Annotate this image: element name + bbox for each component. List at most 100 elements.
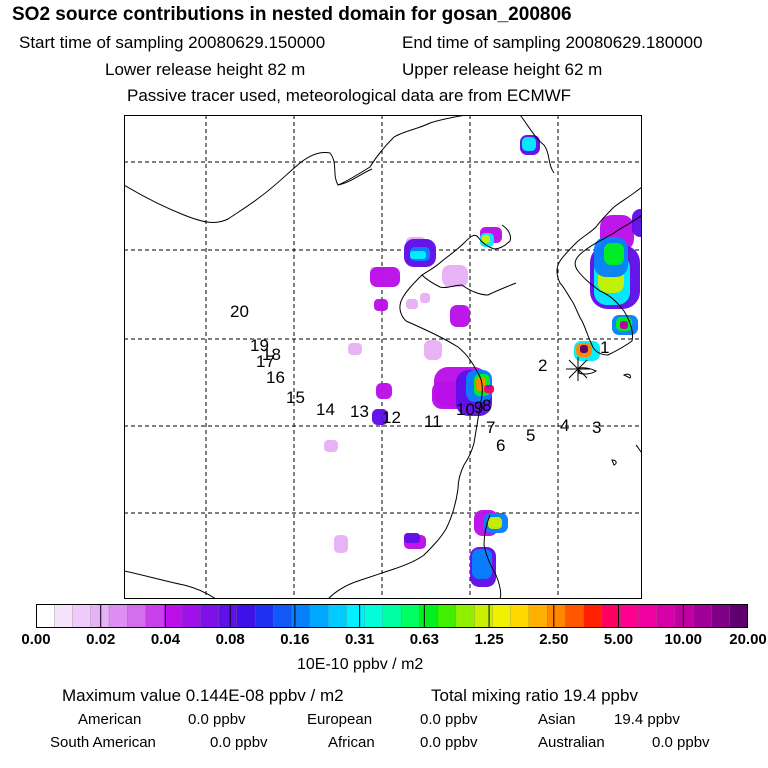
colorbar-tick-label: 0.04 — [150, 631, 181, 648]
region-south-american-label: South American — [50, 734, 156, 751]
colorbar-cell — [693, 604, 713, 628]
colorbar-cell — [200, 604, 220, 628]
concentration-cell — [348, 343, 362, 355]
concentration-cell — [472, 549, 492, 579]
concentration-cell — [410, 251, 426, 259]
colorbar-cell — [711, 604, 731, 628]
colorbar-cell — [729, 604, 748, 628]
concentration-cell — [522, 137, 536, 151]
region-american-value: 0.0 ppbv — [188, 711, 246, 728]
colorbar-cell — [455, 604, 475, 628]
colorbar-cell — [163, 604, 183, 628]
concentration-cell — [370, 267, 400, 287]
maximum-value: Maximum value 0.144E-08 ppbv / m2 — [62, 686, 344, 705]
tracer-note: Passive tracer used, meteorological data… — [127, 86, 572, 105]
colorbar-cell — [547, 604, 567, 628]
concentration-cell — [476, 377, 486, 391]
colorbar-cell — [218, 604, 238, 628]
colorbar-cell — [327, 604, 348, 628]
trajectory-label: 18 — [262, 345, 281, 364]
colorbar-tick-label: 5.00 — [603, 631, 634, 648]
trajectory-label: 9 — [474, 398, 483, 417]
concentration-cell — [488, 517, 502, 529]
chart-title: SO2 source contributions in nested domai… — [12, 4, 572, 25]
trajectory-label: 8 — [482, 396, 491, 415]
colorbar-cell — [127, 604, 147, 628]
colorbar-cell — [36, 604, 56, 628]
concentration-cell — [580, 345, 588, 353]
colorbar-tick-label: 1.25 — [474, 631, 504, 648]
concentration-cell — [450, 305, 470, 327]
trajectory-label: 12 — [382, 408, 401, 427]
region-asian-value: 19.4 ppbv — [614, 711, 680, 728]
colorbar-cell — [382, 604, 402, 628]
colorbar-cell — [656, 604, 676, 628]
trajectory-label: 4 — [560, 416, 569, 435]
colorbar-cell — [273, 604, 293, 628]
trajectory-label: 10 — [456, 400, 475, 419]
trajectory-label: 7 — [486, 418, 495, 437]
colorbar-tick-label: 0.31 — [345, 631, 375, 648]
colorbar-cell — [492, 604, 512, 628]
concentration-cell — [420, 293, 430, 303]
concentration-blobs — [324, 135, 642, 587]
concentration-cell — [442, 265, 468, 287]
colorbar-tick-label: 10.00 — [664, 631, 703, 648]
trajectory-label: 14 — [316, 400, 335, 419]
colorbar-cell — [437, 604, 457, 628]
colorbar-cell — [346, 604, 366, 628]
receptor-marker — [566, 357, 590, 381]
region-african-value: 0.0 ppbv — [420, 734, 478, 751]
region-south-american-value: 0.0 ppbv — [210, 734, 268, 751]
trajectory-label: 2 — [538, 356, 547, 375]
colorbar-cell — [638, 604, 658, 628]
concentration-cell — [486, 385, 492, 389]
colorbar-cell — [419, 604, 439, 628]
concentration-cell — [404, 533, 420, 543]
trajectory-label: 16 — [266, 368, 285, 387]
region-australian-value: 0.0 ppbv — [652, 734, 710, 751]
colorbar-cell — [565, 604, 585, 628]
colorbar-tick-label: 2.50 — [539, 631, 569, 648]
colorbar-cell — [674, 604, 694, 628]
colorbar-units: 10E-10 ppbv / m2 — [297, 656, 424, 673]
colorbar-cell — [474, 604, 494, 628]
colorbar-tick-label: 0.02 — [86, 631, 116, 648]
trajectory-label: 11 — [424, 412, 442, 431]
trajectory-label: 3 — [592, 418, 601, 437]
colorbar-cell — [601, 604, 621, 628]
concentration-cell — [324, 440, 338, 452]
colorbar-cell — [145, 604, 165, 628]
trajectory-label: 20 — [230, 302, 249, 321]
trajectory-label: 13 — [350, 402, 369, 421]
upper-height-label: Upper release height 62 m — [402, 60, 603, 79]
colorbar-tick-label: 0.08 — [215, 631, 245, 648]
trajectory-label: 19 — [250, 336, 269, 355]
colorbar-cell — [620, 604, 640, 628]
colorbar-cell — [90, 604, 110, 628]
concentration-cell — [620, 321, 628, 329]
region-african-label: African — [328, 734, 375, 751]
colorbar-cell — [181, 604, 202, 628]
end-time-label: End time of sampling 20080629.180000 — [402, 33, 703, 52]
region-australian-label: Australian — [538, 734, 605, 751]
colorbar-cell — [72, 604, 92, 628]
trajectory-label: 1 — [600, 338, 609, 357]
colorbar-tick-label: 0.63 — [409, 631, 439, 648]
colorbar-cell — [364, 604, 384, 628]
total-mixing-ratio: Total mixing ratio 19.4 ppbv — [431, 686, 638, 705]
colorbar-cell — [400, 604, 421, 628]
colorbar-cell — [583, 604, 603, 628]
concentration-cell — [424, 340, 442, 360]
colorbar — [36, 604, 748, 628]
map-grid — [124, 115, 642, 599]
concentration-cell — [334, 535, 348, 553]
map-frame — [124, 115, 642, 599]
region-european-label: European — [307, 711, 373, 728]
colorbar-cell — [54, 604, 74, 628]
concentration-cell — [374, 299, 388, 311]
concentration-cell — [632, 209, 642, 237]
region-european-value: 0.0 ppbv — [420, 711, 478, 728]
colorbar-cell — [236, 604, 256, 628]
